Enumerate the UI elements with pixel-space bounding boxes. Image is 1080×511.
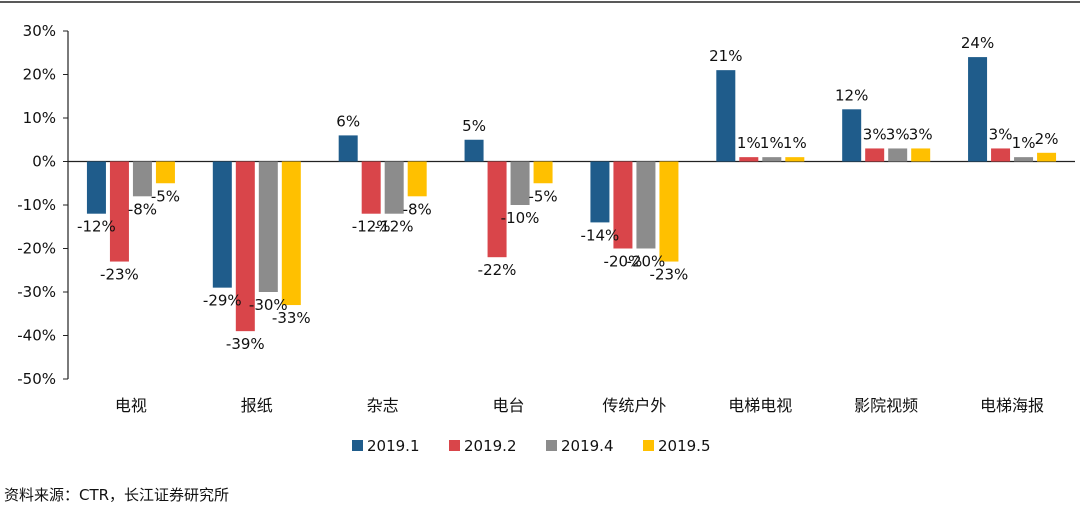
data-label: 1% <box>760 134 784 152</box>
data-labels: -12%-23%-8%-5%-29%-39%-30%-33%6%-12%-12%… <box>77 34 1058 353</box>
bar <box>464 139 484 162</box>
category-label: 电梯海报 <box>980 396 1044 415</box>
bar <box>991 148 1011 162</box>
bar <box>636 161 656 249</box>
bar <box>968 57 988 162</box>
data-label: -12% <box>77 218 116 236</box>
data-label: -23% <box>100 266 139 284</box>
bar <box>716 70 736 162</box>
data-label: -10% <box>501 209 540 227</box>
data-label: 1% <box>737 134 761 152</box>
bar <box>590 161 610 223</box>
legend-label: 2019.4 <box>561 437 614 455</box>
legend-swatch <box>546 440 557 451</box>
bar <box>212 161 232 288</box>
y-tick-label: -50% <box>17 370 56 388</box>
bar <box>865 148 885 162</box>
bar <box>613 161 633 249</box>
bars <box>86 57 1057 332</box>
y-tick-label: -20% <box>17 240 56 258</box>
bar <box>1037 152 1057 162</box>
y-tick-label: 20% <box>23 66 56 84</box>
category-label: 报纸 <box>241 396 273 415</box>
data-label: -23% <box>650 266 689 284</box>
data-label: -20% <box>627 253 666 271</box>
y-tick-label: 30% <box>23 22 56 40</box>
bar <box>762 157 782 162</box>
data-label: 5% <box>462 117 486 135</box>
legend-swatch <box>449 440 460 451</box>
data-label: 12% <box>835 86 868 104</box>
bar <box>487 161 507 258</box>
bar <box>109 161 129 262</box>
data-label: 2% <box>1035 130 1059 148</box>
legend-swatch <box>352 440 363 451</box>
category-label: 影院视频 <box>854 396 918 415</box>
bar <box>384 161 404 214</box>
x-axis-categories: 电视 报纸 杂志 电台 传统户外 电梯电视 影院视频 电梯海报 <box>115 396 1044 415</box>
data-label: 24% <box>961 34 994 52</box>
bar <box>338 135 358 162</box>
y-tick-label: -10% <box>17 196 56 214</box>
bar-chart: 30% 20% 10% 0% -10% -20% -30% -40% -50% -12% -23%… <box>0 1 1080 455</box>
data-label: -20% <box>604 253 643 271</box>
data-label: -8% <box>128 200 157 218</box>
data-label: 3% <box>909 125 933 143</box>
bar <box>510 161 530 205</box>
source-note: 资料来源：CTR，长江证券研究所 <box>4 486 230 504</box>
category-label: 电台 <box>493 396 525 415</box>
category-label: 电梯电视 <box>728 396 792 415</box>
legend-swatch <box>643 440 654 451</box>
bar <box>659 161 679 262</box>
data-label: 3% <box>863 125 887 143</box>
y-tick-label: 0% <box>32 153 56 171</box>
data-label: -12% <box>352 218 391 236</box>
bar <box>235 161 255 332</box>
bar <box>361 161 381 214</box>
bar <box>86 161 106 214</box>
legend-label: 2019.2 <box>464 437 517 455</box>
data-label: 3% <box>989 125 1013 143</box>
y-tick-label: 10% <box>23 109 56 127</box>
data-label: -29% <box>203 292 242 310</box>
bar <box>785 157 805 162</box>
data-label: -5% <box>151 187 180 205</box>
legend: 2019.1 2019.2 2019.4 2019.5 <box>352 437 711 455</box>
bar <box>888 148 908 162</box>
category-label: 杂志 <box>367 396 399 415</box>
data-label: 21% <box>709 47 742 65</box>
bar <box>842 109 862 162</box>
data-label: -33% <box>272 309 311 327</box>
data-label: -12% <box>375 218 414 236</box>
y-tick-label: -30% <box>17 283 56 301</box>
data-label: -30% <box>249 296 288 314</box>
data-label: -39% <box>226 335 265 353</box>
bar <box>533 161 553 184</box>
data-label: 1% <box>1012 134 1036 152</box>
bar <box>132 161 152 197</box>
bar <box>281 161 301 306</box>
data-label: 1% <box>783 134 807 152</box>
bar <box>155 161 175 184</box>
data-label: -14% <box>581 226 620 244</box>
bar <box>1014 157 1034 162</box>
y-tick-label: -40% <box>17 327 56 345</box>
data-label: -5% <box>528 187 557 205</box>
data-label: -22% <box>478 261 517 279</box>
bar <box>739 157 759 162</box>
bar <box>911 148 931 162</box>
legend-label: 2019.1 <box>367 437 420 455</box>
bar <box>258 161 278 292</box>
legend-label: 2019.5 <box>658 437 711 455</box>
data-label: -8% <box>403 200 432 218</box>
category-label: 电视 <box>115 396 147 415</box>
data-label: 6% <box>336 112 360 130</box>
category-label: 传统户外 <box>602 396 666 415</box>
bar <box>407 161 427 197</box>
data-label: 3% <box>886 125 910 143</box>
